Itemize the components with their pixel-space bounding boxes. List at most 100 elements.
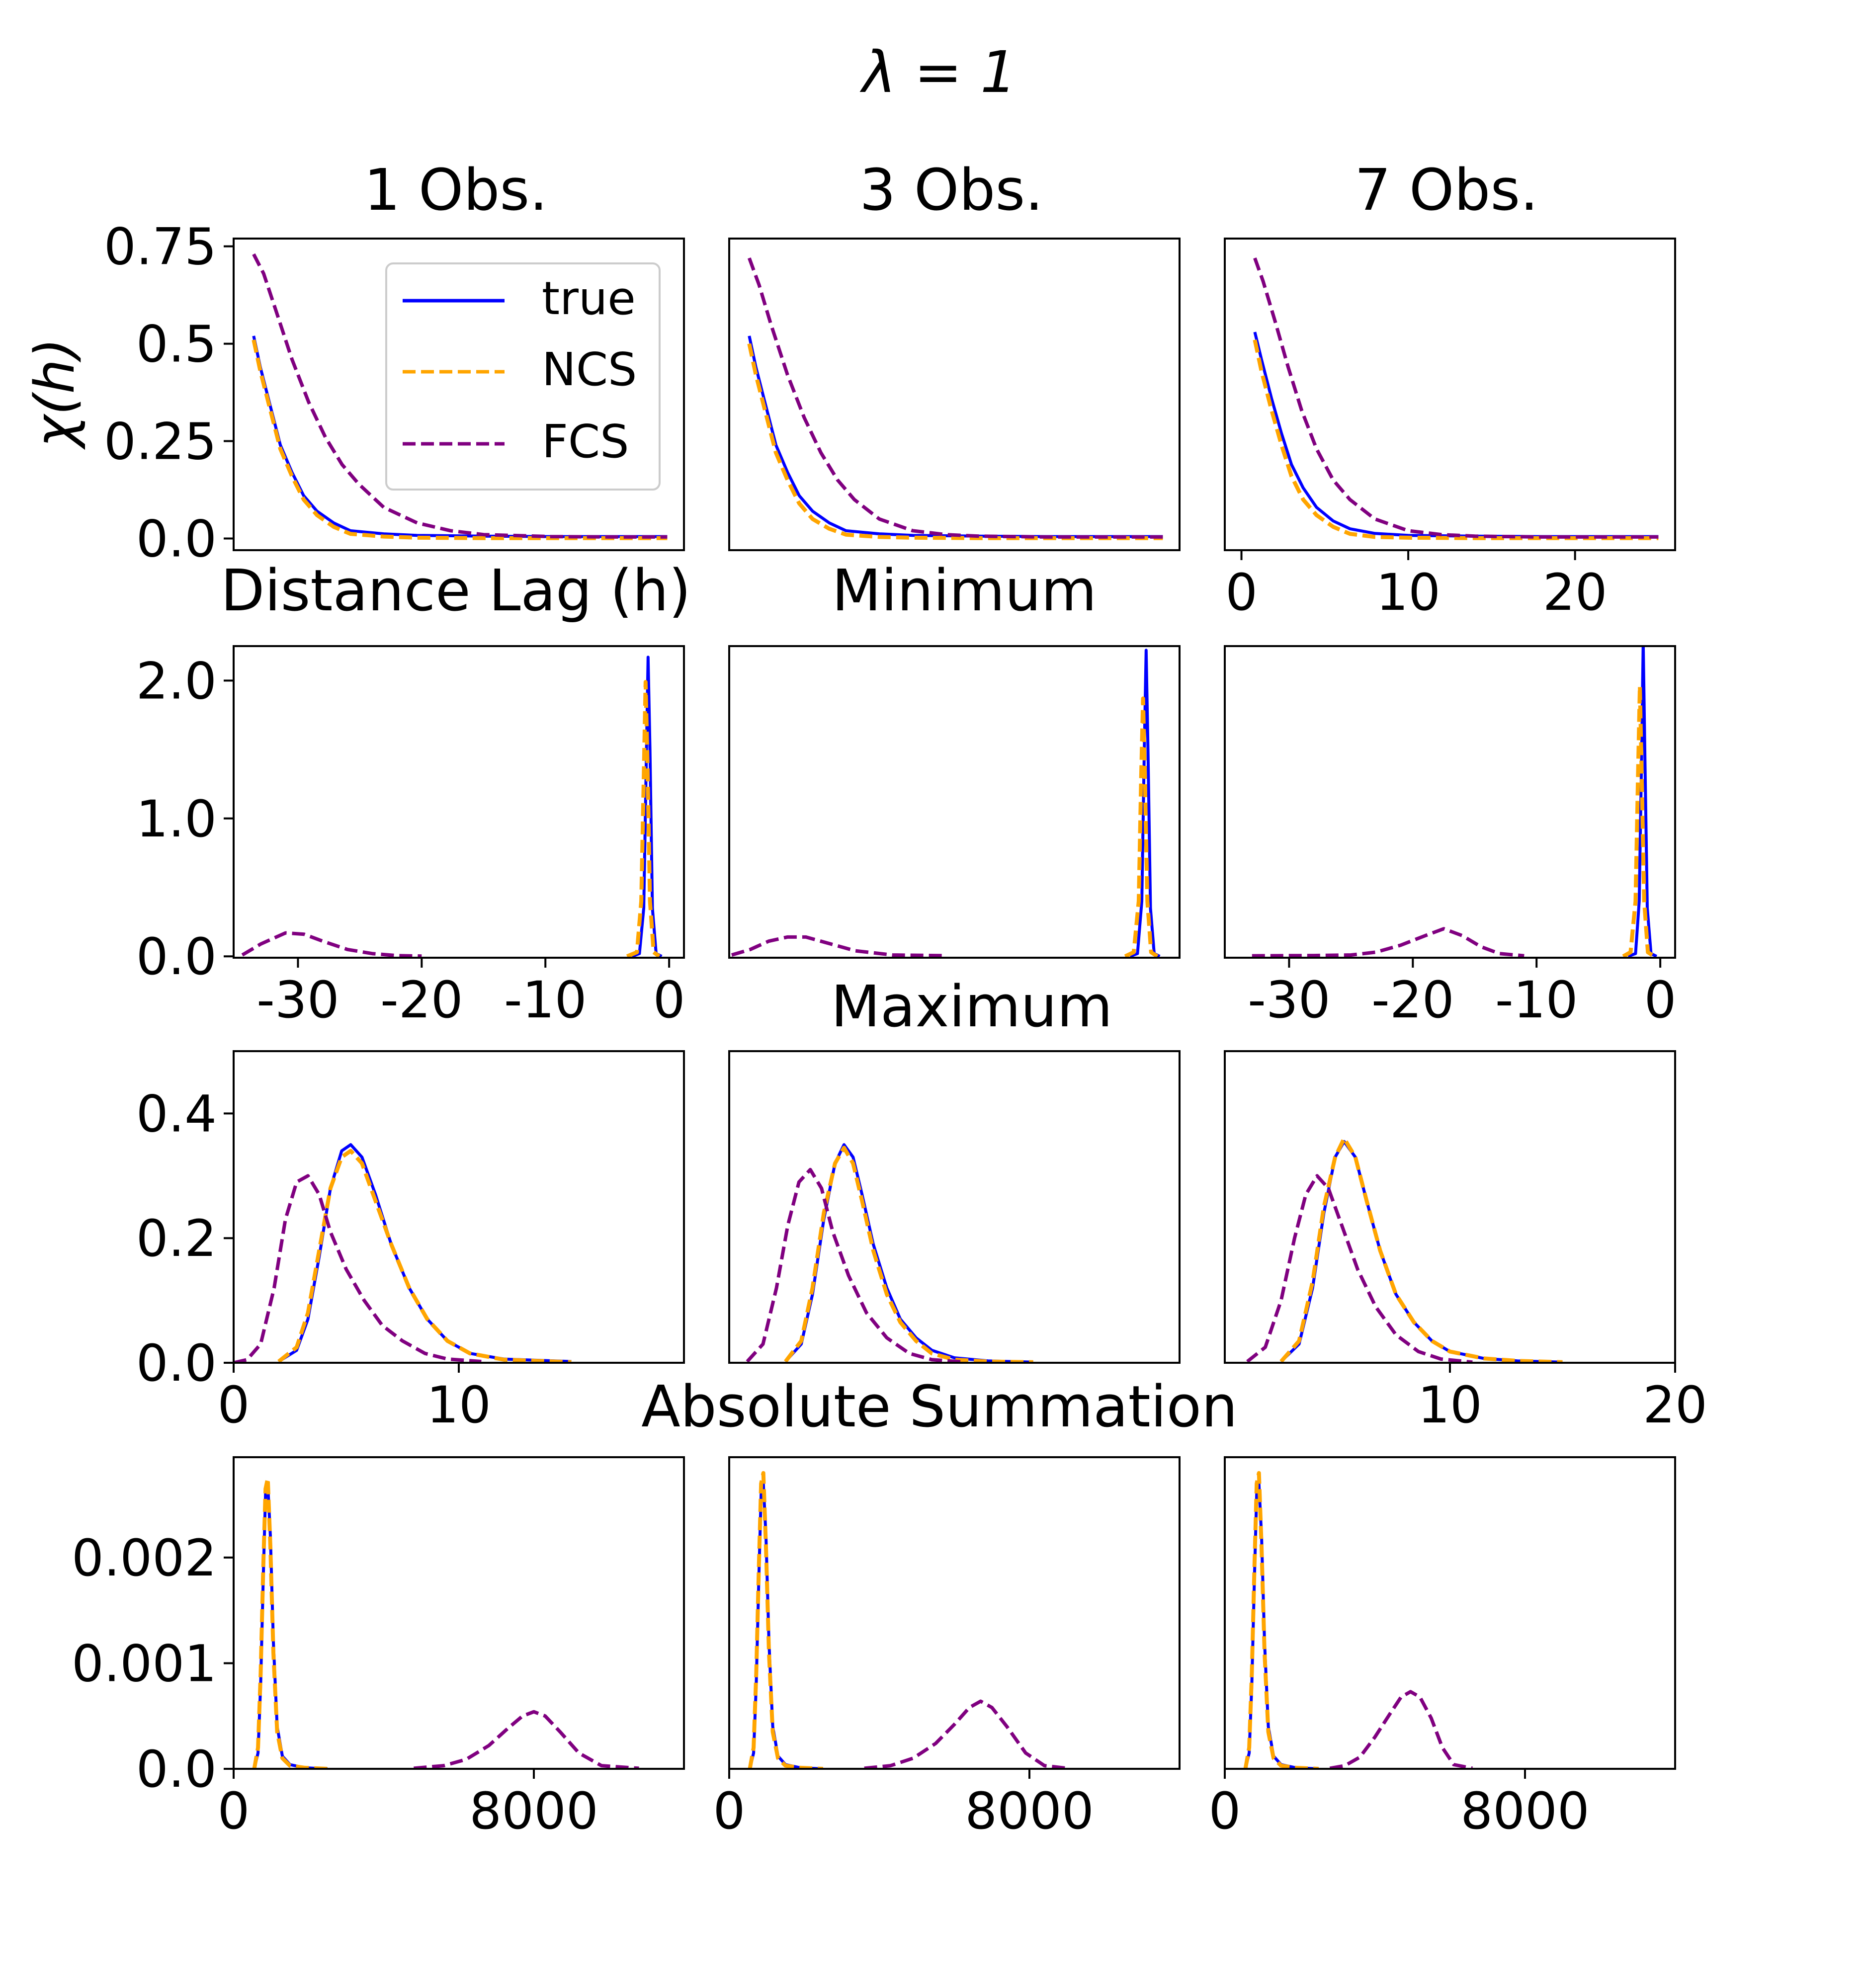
panel-r2c1-lines (241, 656, 663, 958)
y-tick-label-r4c1: 0.0 (136, 1740, 217, 1799)
panel-r3c3: 10 20 (1224, 1050, 1707, 1435)
x-tick-label-r2c3: -20 (1371, 971, 1454, 1030)
x-tick-label-r2c1: -10 (504, 971, 587, 1030)
series-ncs-line-r3c3 (1279, 1136, 1563, 1363)
panel-r4c2: 0 8000 (713, 1456, 1181, 1841)
panel-frame-r3c2 (728, 1050, 1181, 1364)
figure-title: λ = 1 (859, 39, 1017, 106)
panel-r4c3: 0 8000 (1209, 1456, 1676, 1841)
panel-frame-r4c1 (233, 1456, 685, 1770)
y-tick-label-r2c1: 0.0 (136, 927, 217, 987)
panel-frame-r1c1 (233, 238, 685, 551)
y-tick-label-r1c1: 0.75 (104, 218, 217, 277)
panel-r4c1: 0 8000 0.0 0.001 0.002 (72, 1456, 685, 1841)
column-title-3: 7 Obs. (1355, 157, 1538, 224)
panel-r4c1-lines (252, 1476, 639, 1769)
series-true-line-r2c3 (1627, 646, 1658, 958)
y-tick-label-r4c1: 0.002 (72, 1529, 217, 1588)
x-tick-label-r4c3: 8000 (1460, 1782, 1590, 1841)
panel-r3c1-lines (234, 1143, 572, 1363)
y-tick-label-r4c1: 0.001 (72, 1634, 217, 1693)
x-tick-label-r3c3: 10 (1418, 1376, 1482, 1435)
panel-r4c2-lines (748, 1471, 1067, 1769)
y-tick-label-r2c1: 1.0 (136, 790, 217, 849)
panel-frame-r1c3 (1224, 238, 1676, 551)
series-fcs-line-r4c2 (864, 1699, 1067, 1769)
x-tick-label-r2c3: -10 (1495, 971, 1578, 1030)
series-fcs-line-r2c3 (1252, 927, 1525, 958)
x-tick-label-r4c2: 0 (713, 1782, 746, 1841)
panel-r2c3-lines (1252, 646, 1658, 958)
x-tick-label-r4c1: 0 (218, 1782, 250, 1841)
series-fcs-line-r3c3 (1246, 1174, 1473, 1363)
panel-frame-r4c3 (1224, 1456, 1676, 1770)
series-fcs-line-r2c2 (731, 935, 942, 958)
legend-label-true: true (542, 272, 636, 325)
y-tick-label-r1c1: 0.5 (136, 315, 217, 374)
series-fcs-line-r1c3 (1253, 257, 1659, 539)
series-fcs-line-r1c1 (252, 253, 668, 539)
x-tick-label-r2c1: 0 (653, 971, 685, 1030)
series-ncs-line-r2c1 (626, 680, 661, 958)
series-fcs-line-r4c3 (1329, 1690, 1473, 1769)
x-tick-label-r1c3: 10 (1376, 563, 1440, 622)
x-tick-label-r3c1: 0 (218, 1376, 250, 1435)
panels-group: 0.00.250.50.750 10 20-30 -20 -10 00.01.02.0-3… (72, 218, 1707, 1841)
x-tick-label-r2c3: 0 (1644, 971, 1677, 1030)
series-ncs-line-r1c2 (747, 343, 1163, 540)
panel-r1c1-lines (252, 253, 668, 540)
legend-label-fcs: FCS (542, 415, 629, 468)
row-title-maximum: Maximum (831, 974, 1113, 1040)
series-ncs-line-r2c2 (1124, 696, 1159, 958)
series-ncs-line-r4c1 (252, 1476, 328, 1769)
panel-r3c2 (728, 1050, 1181, 1364)
y-axis-label-chi: χ(h) (23, 338, 86, 450)
x-tick-label-r1c3: 0 (1225, 563, 1258, 622)
series-true-line-r2c1 (631, 656, 663, 958)
y-tick-label-r3c1: 0.0 (136, 1334, 217, 1393)
series-ncs-line-r2c3 (1622, 684, 1655, 958)
column-title-2: 3 Obs. (859, 157, 1043, 224)
panel-r3c1: 0 10 0.0 0.2 0.4 (136, 1050, 685, 1435)
series-ncs-line-r4c3 (1243, 1471, 1319, 1769)
series-ncs-line-r3c2 (784, 1146, 1033, 1363)
series-fcs-line-r4c1 (414, 1710, 639, 1769)
x-tick-label-r3c1: 10 (426, 1376, 491, 1435)
panel-frame-r1c2 (728, 238, 1181, 551)
panel-r2c2-lines (731, 649, 1161, 958)
panel-frame-r4c2 (728, 1456, 1181, 1770)
panel-frame-r2c1 (233, 645, 685, 959)
x-tick-label-r2c3: -30 (1248, 971, 1331, 1030)
panel-r3c2-lines (746, 1143, 1033, 1363)
row-title-minimum: Minimum (832, 558, 1097, 624)
legend-label-ncs: NCS (542, 343, 637, 396)
row-title-absolute-summation: Absolute Summation (641, 1374, 1238, 1440)
series-fcs-line-r3c2 (746, 1167, 966, 1363)
panel-frame-r2c2 (728, 645, 1181, 959)
y-tick-label-r1c1: 0.0 (136, 509, 217, 569)
panel-r1c3: 0 10 20 (1224, 238, 1676, 622)
series-fcs-line-r2c1 (241, 931, 422, 958)
panel-r1c2 (728, 238, 1181, 551)
panel-r4c3-lines (1243, 1471, 1473, 1769)
y-tick-label-r3c1: 0.2 (136, 1209, 217, 1268)
x-tick-label-r2c1: -30 (256, 971, 339, 1030)
legend-box (385, 262, 661, 491)
panel-r3c3-lines (1246, 1136, 1563, 1363)
panel-r1c1: 0.0 0.25 0.5 0.75 (104, 218, 685, 569)
panel-r1c3-lines (1253, 257, 1659, 540)
series-true-line-r2c2 (1129, 649, 1161, 958)
panel-r2c3: -30 -20 -10 0 (1224, 645, 1677, 1030)
x-tick-label-r3c3: 20 (1643, 1376, 1707, 1435)
panel-r2c2 (728, 645, 1181, 959)
x-tick-label-r4c1: 8000 (469, 1782, 598, 1841)
x-tick-label-r1c3: 20 (1543, 563, 1608, 622)
x-tick-label-r4c3: 0 (1209, 1782, 1241, 1841)
y-tick-label-r3c1: 0.4 (136, 1084, 217, 1144)
x-tick-label-r2c1: -20 (380, 971, 463, 1030)
series-ncs-line-r1c1 (252, 339, 668, 540)
x-tick-label-r4c2: 8000 (965, 1782, 1094, 1841)
series-ncs-line-r1c3 (1253, 339, 1659, 540)
